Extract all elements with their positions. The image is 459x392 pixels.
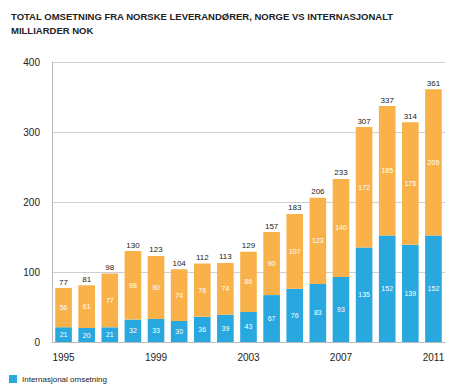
svg-text:2003: 2003 (237, 352, 260, 363)
svg-text:113: 113 (219, 252, 232, 261)
svg-text:TOTAL OMSETNING FRA NORSKE LEV: TOTAL OMSETNING FRA NORSKE LEVERANDØRER,… (11, 11, 393, 22)
svg-text:314: 314 (404, 112, 418, 121)
svg-text:206: 206 (311, 187, 325, 196)
svg-text:130: 130 (126, 241, 140, 250)
svg-text:77: 77 (59, 278, 68, 287)
svg-text:74: 74 (175, 292, 183, 299)
svg-text:123: 123 (312, 237, 324, 244)
svg-text:39: 39 (221, 325, 229, 332)
svg-text:1999: 1999 (145, 352, 168, 363)
svg-text:76: 76 (291, 312, 299, 319)
svg-text:1995: 1995 (52, 352, 75, 363)
svg-text:98: 98 (129, 282, 137, 289)
svg-text:300: 300 (23, 127, 40, 138)
svg-text:152: 152 (428, 285, 440, 292)
svg-text:77: 77 (106, 297, 114, 304)
svg-text:86: 86 (245, 278, 253, 285)
svg-text:400: 400 (23, 57, 40, 68)
svg-text:112: 112 (196, 253, 209, 262)
svg-text:2007: 2007 (330, 352, 353, 363)
svg-text:337: 337 (381, 96, 395, 105)
svg-text:43: 43 (245, 323, 253, 330)
svg-text:83: 83 (314, 309, 322, 316)
svg-text:307: 307 (357, 117, 371, 126)
svg-text:200: 200 (23, 197, 40, 208)
svg-text:0: 0 (34, 337, 40, 348)
svg-text:2011: 2011 (423, 352, 445, 363)
svg-text:30: 30 (175, 328, 183, 335)
svg-text:152: 152 (381, 285, 393, 292)
svg-text:98: 98 (105, 263, 114, 272)
svg-text:21: 21 (106, 331, 114, 338)
svg-text:175: 175 (404, 180, 416, 187)
svg-text:20: 20 (83, 332, 91, 339)
svg-text:100: 100 (23, 267, 40, 278)
svg-text:135: 135 (358, 291, 370, 298)
svg-text:172: 172 (358, 184, 370, 191)
svg-text:36: 36 (198, 326, 206, 333)
svg-text:107: 107 (289, 248, 301, 255)
svg-text:67: 67 (268, 315, 276, 322)
svg-text:90: 90 (152, 284, 160, 291)
svg-text:Internasjonal omsetning: Internasjonal omsetning (22, 375, 107, 384)
svg-text:21: 21 (60, 331, 68, 338)
svg-text:93: 93 (337, 306, 345, 313)
svg-text:129: 129 (242, 241, 256, 250)
svg-text:81: 81 (82, 275, 91, 284)
svg-text:209: 209 (428, 159, 440, 166)
svg-text:361: 361 (427, 79, 441, 88)
svg-text:90: 90 (268, 260, 276, 267)
svg-text:123: 123 (149, 245, 163, 254)
svg-text:140: 140 (335, 224, 347, 231)
svg-text:MILLIARDER NOK: MILLIARDER NOK (11, 25, 93, 36)
svg-text:33: 33 (152, 327, 160, 334)
svg-text:139: 139 (404, 290, 416, 297)
svg-text:32: 32 (129, 327, 137, 334)
svg-text:183: 183 (288, 203, 302, 212)
svg-text:104: 104 (172, 259, 186, 268)
svg-text:56: 56 (60, 304, 68, 311)
svg-text:185: 185 (381, 167, 393, 174)
svg-text:61: 61 (83, 303, 91, 310)
svg-text:233: 233 (334, 168, 348, 177)
svg-text:76: 76 (198, 287, 206, 294)
svg-text:157: 157 (265, 222, 279, 231)
svg-text:74: 74 (221, 285, 229, 292)
